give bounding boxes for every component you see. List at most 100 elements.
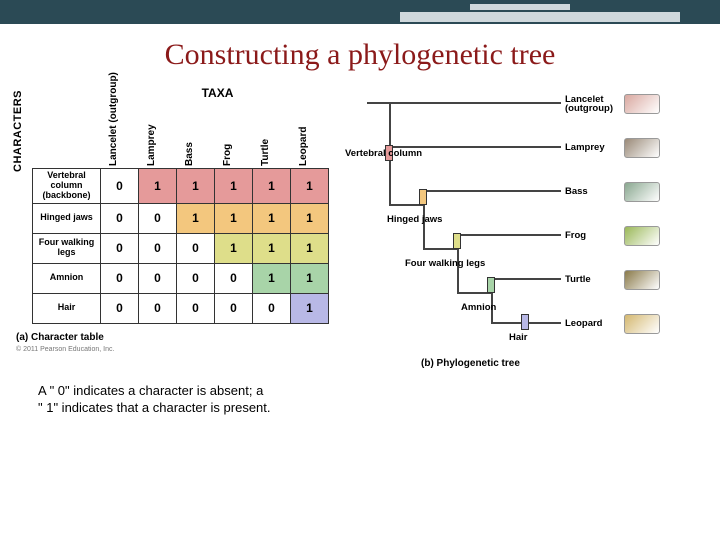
cell: 0: [177, 233, 215, 263]
cell: 1: [253, 169, 291, 204]
table-row: Amnion000011: [33, 263, 329, 293]
cell: 0: [101, 233, 139, 263]
cell: 1: [253, 203, 291, 233]
taxon-image: [624, 314, 660, 334]
tree-tick: [521, 314, 529, 330]
taxon: Lamprey: [565, 138, 660, 158]
cell: 1: [291, 169, 329, 204]
cell: 0: [139, 263, 177, 293]
column-header: Turtle: [252, 102, 290, 168]
cell: 0: [215, 293, 253, 323]
caption-a: (a) Character table: [16, 332, 355, 343]
tree-tick: [453, 233, 461, 249]
column-header: Bass: [176, 102, 214, 168]
cell: 0: [101, 293, 139, 323]
row-header: Hair: [33, 293, 101, 323]
taxon-image: [624, 138, 660, 158]
tree-branch: [491, 278, 561, 280]
left-panel: TAXA CHARACTERS Lancelet (outgroup)Lampr…: [10, 86, 355, 416]
column-header: Frog: [214, 102, 252, 168]
cell: 1: [253, 233, 291, 263]
row-header: Hinged jaws: [33, 203, 101, 233]
cell: 1: [291, 233, 329, 263]
tree-tick: [419, 189, 427, 205]
taxon: Turtle: [565, 270, 660, 290]
taxon-image: [624, 182, 660, 202]
taxon: Bass: [565, 182, 660, 202]
taxon: Lancelet(outgroup): [565, 94, 660, 114]
cell: 0: [101, 203, 139, 233]
content-row: TAXA CHARACTERS Lancelet (outgroup)Lampr…: [0, 72, 720, 416]
row-header: Amnion: [33, 263, 101, 293]
cell: 0: [177, 263, 215, 293]
cell: 0: [177, 293, 215, 323]
table-row: Hair000001: [33, 293, 329, 323]
taxon-label: Lancelet(outgroup): [565, 95, 621, 114]
column-header: Leopard: [290, 102, 328, 168]
cell: 0: [215, 263, 253, 293]
node-label: Hair: [509, 332, 527, 343]
right-panel: Vertebral columnHinged jawsFour walking …: [361, 86, 709, 416]
tree-branch: [423, 190, 561, 192]
character-table-wrap: CHARACTERS Lancelet (outgroup)LampreyBas…: [32, 102, 355, 324]
cell: 1: [291, 203, 329, 233]
tree-branch: [457, 248, 459, 294]
footnote: A " 0" indicates a character is absent; …: [38, 383, 355, 417]
cell: 1: [215, 233, 253, 263]
top-bar: [0, 0, 720, 24]
column-headers: Lancelet (outgroup)LampreyBassFrogTurtle…: [100, 102, 355, 168]
tree-branch: [423, 204, 425, 250]
cell: 1: [139, 169, 177, 204]
taxon: Leopard: [565, 314, 660, 334]
cell: 1: [177, 203, 215, 233]
cell: 0: [139, 293, 177, 323]
taxon-label: Frog: [565, 231, 621, 241]
characters-side-label: CHARACTERS: [12, 90, 24, 172]
copyright: © 2011 Pearson Education, Inc.: [16, 346, 355, 353]
table-row: Vertebral column (backbone)011111: [33, 169, 329, 204]
node-label: Amnion: [461, 302, 496, 313]
taxa-header: TAXA: [80, 86, 355, 100]
caption-b: (b) Phylogenetic tree: [421, 358, 709, 369]
taxon-label: Leopard: [565, 319, 621, 329]
footnote-line1: A " 0" indicates a character is absent; …: [38, 383, 355, 400]
table-row: Four walking legs000111: [33, 233, 329, 263]
row-header: Vertebral column (backbone): [33, 169, 101, 204]
table-row: Hinged jaws001111: [33, 203, 329, 233]
tree-tick: [487, 277, 495, 293]
column-header: Lancelet (outgroup): [100, 102, 138, 168]
tree-branch: [367, 102, 389, 104]
page-title: Constructing a phylogenetic tree: [0, 38, 720, 72]
cell: 1: [177, 169, 215, 204]
cell: 0: [101, 169, 139, 204]
node-label: Four walking legs: [405, 258, 485, 269]
top-accent-2: [470, 4, 570, 10]
taxon: Frog: [565, 226, 660, 246]
cell: 1: [291, 293, 329, 323]
taxon-image: [624, 226, 660, 246]
phylogenetic-tree: Vertebral columnHinged jawsFour walking …: [361, 86, 701, 346]
column-header: Lamprey: [138, 102, 176, 168]
taxon-label: Bass: [565, 187, 621, 197]
footnote-line2: " 1" indicates that a character is prese…: [38, 400, 355, 417]
character-table: Vertebral column (backbone)011111Hinged …: [32, 168, 329, 324]
cell: 0: [253, 293, 291, 323]
taxon-image: [624, 270, 660, 290]
row-header: Four walking legs: [33, 233, 101, 263]
cell: 0: [101, 263, 139, 293]
cell: 0: [139, 203, 177, 233]
top-accent-1: [400, 12, 680, 22]
node-label: Vertebral column: [345, 148, 422, 159]
taxon-image: [624, 94, 660, 114]
cell: 0: [139, 233, 177, 263]
node-label: Hinged jaws: [387, 214, 442, 225]
cell: 1: [215, 169, 253, 204]
cell: 1: [253, 263, 291, 293]
tree-branch: [525, 322, 561, 324]
tree-branch: [457, 234, 561, 236]
taxon-label: Turtle: [565, 275, 621, 285]
tree-branch: [389, 160, 391, 206]
taxon-label: Lamprey: [565, 143, 621, 153]
cell: 1: [215, 203, 253, 233]
cell: 1: [291, 263, 329, 293]
